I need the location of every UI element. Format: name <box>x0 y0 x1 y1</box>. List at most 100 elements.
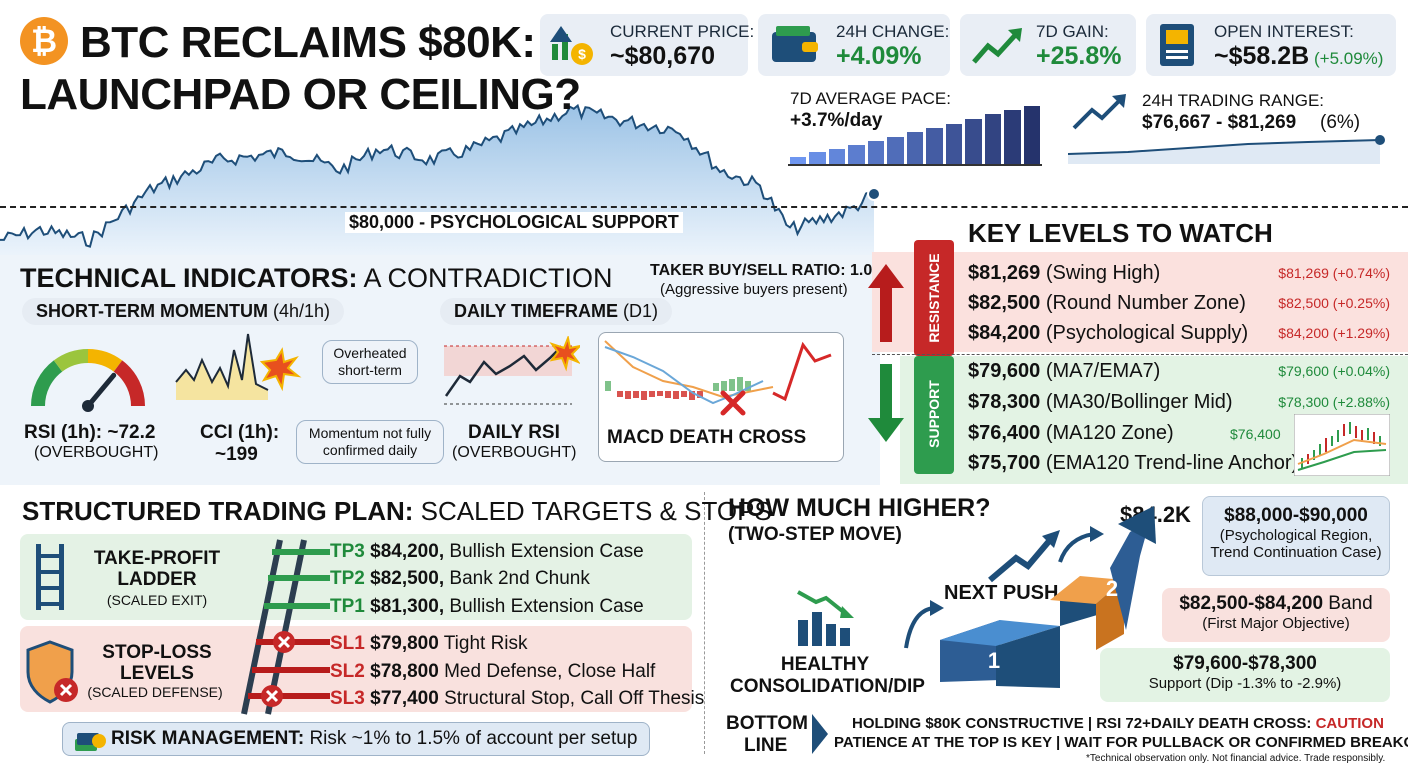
7d-gain-card: 7D GAIN: +25.8% <box>960 14 1136 76</box>
daily-rsi-chart <box>444 336 580 405</box>
pace-bar <box>1023 106 1040 164</box>
tp3-row: TP3 $84,200, Bullish Extension Case <box>330 541 644 562</box>
shield-icon <box>26 640 78 704</box>
wallet-icon <box>772 26 818 62</box>
disclaimer: *Technical observation only. Not financi… <box>1086 753 1386 764</box>
pace-bar <box>867 140 885 164</box>
range-label: 24H TRADING RANGE: <box>1142 91 1325 110</box>
target-82k-band: Band <box>1328 593 1373 614</box>
open-interest-card: OPEN INTEREST: ~$58.2B (+5.09%) <box>1146 14 1396 76</box>
daily-rsi-explosion-icon <box>549 336 580 372</box>
daily-rsi-label: DAILY RSI <box>468 422 560 443</box>
resistance-level-2: $82,500 (Round Number Zone) <box>968 292 1246 314</box>
risk-text: Risk ~1% to 1.5% of account per setup <box>309 728 638 749</box>
risk-management-box: RISK MANAGEMENT: Risk ~1% to 1.5% of acc… <box>62 722 650 756</box>
open-interest-value: ~$58.2B <box>1214 42 1310 70</box>
sl3-row: SL3 $77,400 Structural Stop, Call Off Th… <box>330 688 705 709</box>
taker-ratio: TAKER BUY/SELL RATIO: 1.03 <box>650 262 882 279</box>
open-interest-change: (+5.09%) <box>1314 49 1384 68</box>
resistance-level-1: $81,269 (Swing High) <box>968 262 1161 284</box>
plan-heading: STRUCTURED TRADING PLAN: SCALED TARGETS … <box>22 496 772 527</box>
sl2-row: SL2 $78,800 Med Defense, Close Half <box>330 661 656 682</box>
7d-gain-label: 7D GAIN: <box>1036 22 1109 41</box>
resistance-arrow-icon <box>868 264 904 342</box>
resistance-change-3: $84,200 (+1.29%) <box>1278 325 1390 341</box>
range-percent: (6%) <box>1320 112 1361 133</box>
pace-bar <box>926 128 943 164</box>
support-change-3: $76,400 <box>1230 426 1281 442</box>
daily-timeframe-pill: DAILY TIMEFRAME (D1) <box>440 298 673 325</box>
bottom-line-text-1: HOLDING $80K CONSTRUCTIVE | RSI 72+DAILY… <box>852 715 1384 732</box>
support-mini-chart <box>1294 414 1390 476</box>
key-levels-heading: KEY LEVELS TO WATCH <box>968 218 1273 248</box>
bottom-line-label-2: LINE <box>744 735 788 756</box>
support-box-79k: $79,600-$78,300 Support (Dip -1.3% to -2… <box>1100 648 1390 702</box>
sl-title: STOP-LOSS LEVELS <box>102 642 212 684</box>
levels-divider <box>872 354 1408 355</box>
support-level-2: $78,300 (MA30/Bollinger Mid) <box>968 391 1233 413</box>
risk-label: RISK MANAGEMENT: <box>111 728 305 749</box>
daily-rsi-sub: (OVERBOUGHT) <box>452 444 577 461</box>
tp2-row: TP2 $82,500, Bank 2nd Chunk <box>330 568 590 589</box>
short-term-label: SHORT-TERM MOMENTUM <box>36 301 268 321</box>
bitcoin-logo-icon: ₿ <box>20 17 68 65</box>
pace-bar <box>809 152 826 164</box>
support-change-2: $78,300 (+2.88%) <box>1278 394 1390 410</box>
ladder-icon <box>36 544 64 610</box>
stop-loss-panel <box>20 626 692 712</box>
24h-change-card: 24H CHANGE: +4.09% <box>758 14 950 76</box>
macd-card: MACD DEATH CROSS <box>598 332 844 462</box>
support-tag-label: SUPPORT <box>926 380 942 448</box>
take-profit-panel <box>20 534 692 620</box>
short-term-timeframe: (4h/1h) <box>273 301 331 321</box>
resistance-band <box>872 252 1408 352</box>
consolidation-label: HEALTHY CONSOLIDATION/DIP <box>730 654 925 697</box>
target-82k-title: $82,500-$84,200 <box>1179 593 1324 614</box>
bottom-line-1a: HOLDING $80K CONSTRUCTIVE | RSI 72+DAILY… <box>852 715 1312 732</box>
pace-bar <box>984 114 1002 164</box>
pace-label: 7D AVERAGE PACE: <box>790 89 951 108</box>
pace-bar <box>1004 110 1021 164</box>
plan-heading-rest: SCALED TARGETS & STOPS <box>420 496 772 526</box>
rsi-sub: (OVERBOUGHT) <box>34 444 159 461</box>
cci-explosion-icon <box>259 347 302 392</box>
tp-sub: (SCALED EXIT) <box>106 592 208 608</box>
target-box-82k: $82,500-$84,200 Band (First Major Object… <box>1162 588 1390 642</box>
indicators-heading-bold: TECHNICAL INDICATORS: <box>20 263 358 293</box>
range-value: $76,667 - $81,269 <box>1142 112 1297 133</box>
ledger-icon <box>1160 24 1194 66</box>
higher-sub: (TWO-STEP MOVE) <box>728 524 902 545</box>
sl1-row: SL1 $79,800 Tight Risk <box>330 633 528 654</box>
consolidation-icon <box>797 590 854 646</box>
pace-bar <box>906 132 924 164</box>
plan-heading-bold: STRUCTURED TRADING PLAN: <box>22 496 414 526</box>
current-price-label: CURRENT PRICE: <box>610 22 755 41</box>
bottom-line-caution: CAUTION <box>1315 715 1384 732</box>
two-step-stairs: 1 2 <box>904 506 1156 688</box>
current-price-dot <box>867 187 880 201</box>
sl-sub: (SCALED DEFENSE) <box>87 684 223 700</box>
indicators-heading: TECHNICAL INDICATORS: A CONTRADICTION <box>20 263 613 294</box>
cci-sparkline <box>175 333 302 400</box>
support-79k-title: $79,600-$78,300 <box>1173 653 1317 674</box>
step-2-label: 2 <box>1106 576 1118 601</box>
svg-text:$: $ <box>578 46 586 62</box>
rsi-gauge <box>31 349 145 412</box>
current-price-card: $ CURRENT PRICE: ~$80,670 <box>540 14 754 76</box>
resistance-change-1: $81,269 (+0.74%) <box>1278 265 1390 281</box>
title-line-2: LAUNCHPAD OR CEILING? <box>20 70 581 119</box>
trading-ladder-graphic <box>241 539 330 715</box>
pace-bar <box>945 123 963 164</box>
pace-bar <box>965 119 982 164</box>
24h-change-value: +4.09% <box>836 42 922 70</box>
macd-label: MACD DEATH CROSS <box>607 427 807 448</box>
next-push-label: NEXT PUSH <box>944 582 1059 604</box>
daily-timeframe-label: DAILY TIMEFRAME <box>454 301 619 321</box>
section-divider <box>704 492 705 754</box>
target-88k-sub: (Psychological Region, Trend Continuatio… <box>1210 527 1382 561</box>
pace-bar <box>848 145 865 164</box>
support-tag: SUPPORT <box>914 356 954 474</box>
support-79k-sub: Support (Dip -1.3% to -2.9%) <box>1148 675 1342 692</box>
rsi-gauge-needle <box>85 372 117 409</box>
tp1-row: TP1 $81,300, Bullish Extension Case <box>330 596 644 617</box>
